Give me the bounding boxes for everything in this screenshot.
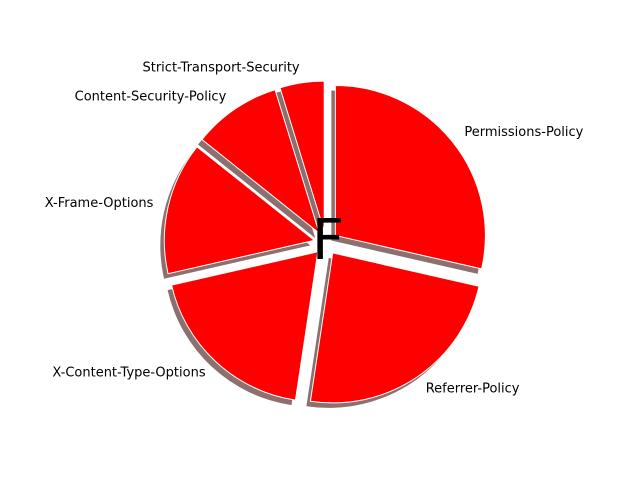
slice-label-x-frame-options: X-Frame-Options [45,196,154,211]
slice-label-strict-transport-security: Strict-Transport-Security [142,60,299,75]
pie-slices [163,80,486,404]
slice-referrer-policy [309,252,480,404]
slice-label-referrer-policy: Referrer-Policy [426,382,520,397]
slice-labels: Permissions-Policy Referrer-Policy X-Conte… [45,60,584,396]
slice-label-content-security-policy: Content-Security-Policy [75,89,227,104]
slice-strict-transport-security [279,80,325,232]
slice-content-security-policy [201,89,321,235]
slice-permissions-policy [334,85,486,270]
slice-label-x-content-type-options: X-Content-Type-Options [52,365,205,380]
center-grade-label: F [312,208,344,273]
slice-x-content-type-options [170,251,319,401]
slice-x-frame-options [163,146,316,275]
slice-label-permissions-policy: Permissions-Policy [464,125,583,140]
